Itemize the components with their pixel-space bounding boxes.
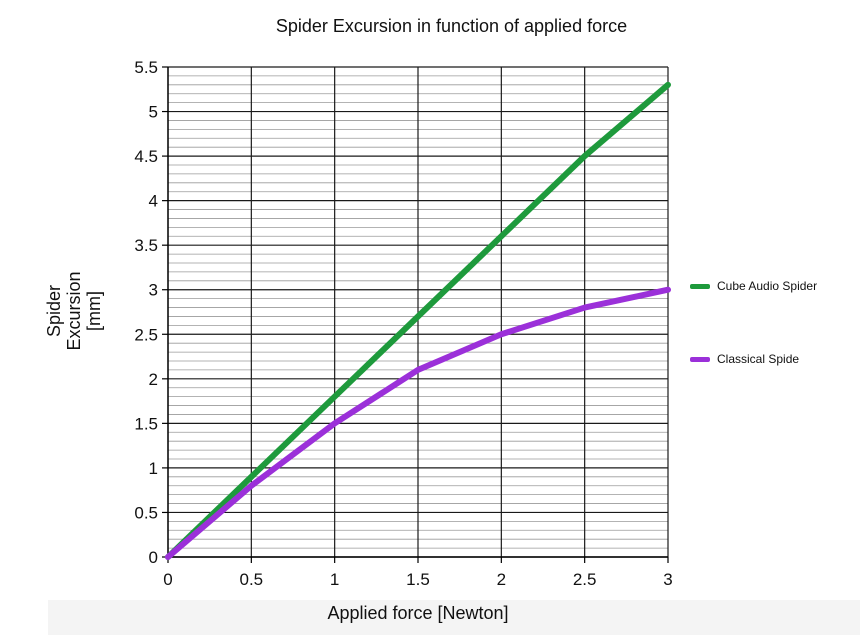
y-tick-label: 2 [149,370,158,389]
y-tick-label: 4.5 [134,147,158,166]
legend-label-classical-spide: Classical Spide [717,352,800,366]
legend-swatch-classical-spide [690,356,710,362]
y-axis-label-line-3: [mm] [84,291,104,331]
y-tick-label: 0 [149,548,158,567]
x-tick-label: 3 [663,570,672,589]
x-tick-label: 0 [163,570,172,589]
legend-label-cube-audio-spider: Cube Audio Spider [717,279,818,293]
legend-swatch-cube-audio-spider [690,283,710,289]
y-tick-label: 5.5 [134,58,158,77]
x-tick-label: 0.5 [240,570,264,589]
x-tick-label: 2 [497,570,506,589]
y-tick-label: 5 [149,103,158,122]
chart-title: Spider Excursion in function of applied … [275,16,628,36]
y-tick-label: 1 [149,459,158,478]
y-tick-label: 4 [149,192,158,211]
x-tick-label: 1 [330,570,339,589]
x-tick-label: 2.5 [573,570,597,589]
y-tick-label: 2.5 [134,325,158,344]
y-axis-label-line-1: Spider [44,284,64,338]
legend-item-cube-audio-spider: Cube Audio Spider [690,276,817,296]
y-axis-label-line-2: Excursion [64,271,84,351]
y-tick-label: 3.5 [134,236,158,255]
y-tick-label: 0.5 [134,503,158,522]
bottom-strip [48,600,860,635]
y-axis-label: Spider Excursion [mm] [44,271,104,350]
legend-item-classical-spide: Classical Spide [690,349,799,369]
x-axis-label: Applied force [Newton] [327,603,509,623]
y-tick-label: 3 [149,281,158,300]
y-tick-label: 1.5 [134,414,158,433]
x-tick-label: 1.5 [406,570,430,589]
